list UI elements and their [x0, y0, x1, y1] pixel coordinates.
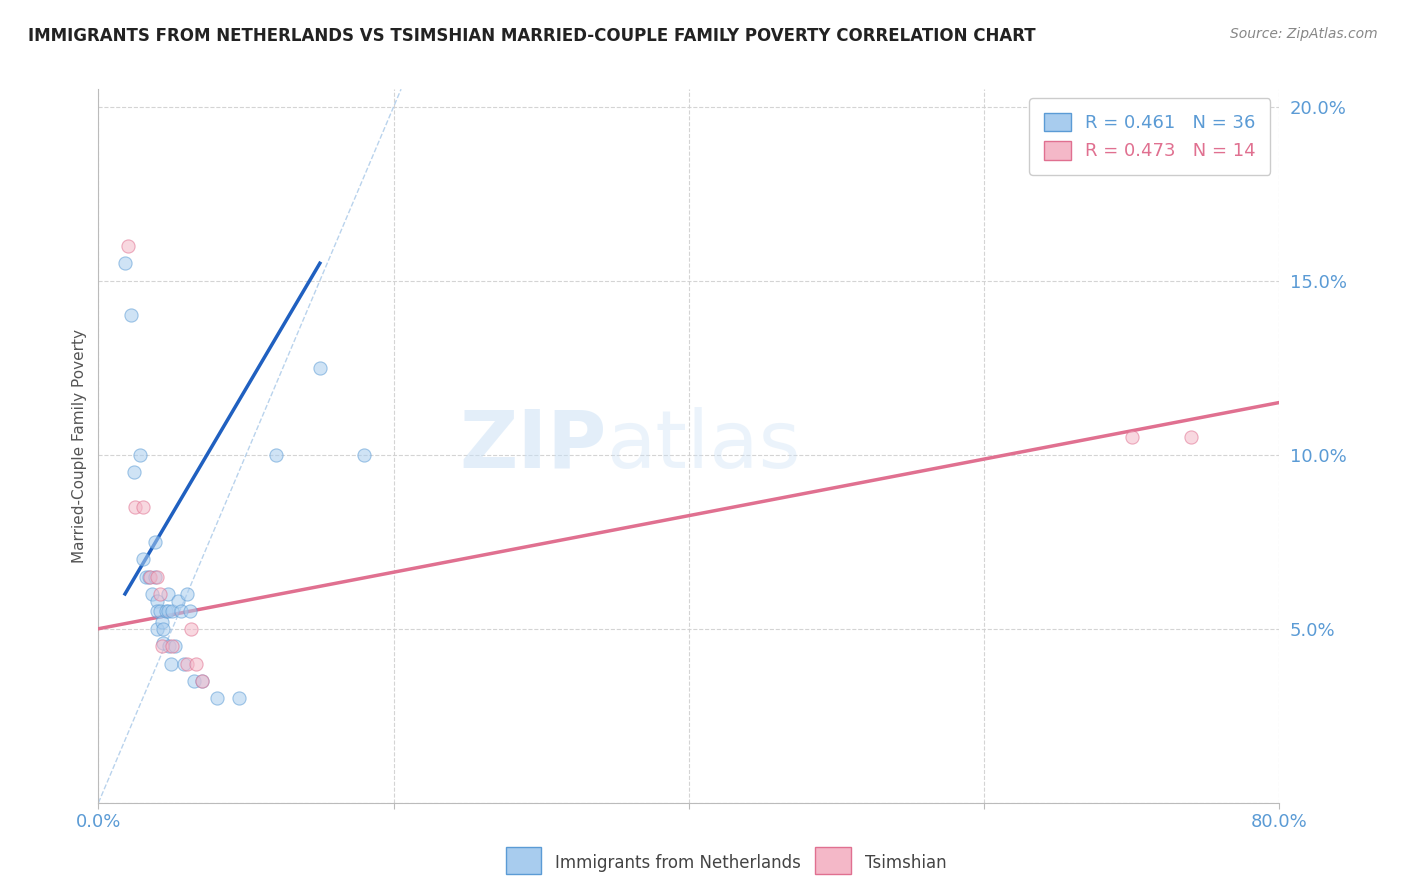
Point [149, 587, 172, 601]
Point [141, 587, 163, 601]
Point [120, 309, 142, 323]
Point [146, 594, 169, 608]
Point [162, 639, 183, 653]
Point [170, 604, 193, 618]
Point [184, 657, 207, 671]
Text: ZIP: ZIP [458, 407, 606, 485]
Legend: R = 0.461   N = 36, R = 0.473   N = 14: R = 0.461 N = 36, R = 0.473 N = 14 [1029, 98, 1271, 175]
Point [124, 500, 146, 514]
Point [146, 604, 169, 618]
Point [156, 587, 179, 601]
Point [114, 256, 136, 270]
Point [132, 552, 155, 566]
Point [173, 657, 195, 671]
Point [135, 569, 157, 583]
Text: atlas: atlas [606, 407, 800, 485]
Y-axis label: Married-Couple Family Poverty: Married-Couple Family Poverty [72, 329, 87, 563]
Point [155, 604, 177, 618]
Point [191, 673, 214, 688]
Point [179, 604, 201, 618]
Text: IMMIGRANTS FROM NETHERLANDS VS TSIMSHIAN MARRIED-COUPLE FAMILY POVERTY CORRELATI: IMMIGRANTS FROM NETHERLANDS VS TSIMSHIAN… [28, 27, 1036, 45]
Point [191, 673, 214, 688]
Point [132, 500, 155, 514]
Point [150, 639, 173, 653]
Point [180, 622, 202, 636]
Text: Source: ZipAtlas.com: Source: ZipAtlas.com [1230, 27, 1378, 41]
Point [152, 622, 174, 636]
Point [146, 622, 169, 636]
Text: Immigrants from Netherlands: Immigrants from Netherlands [555, 854, 801, 871]
Point [122, 465, 145, 479]
Point [1180, 430, 1202, 444]
Point [149, 604, 172, 618]
Point [1121, 430, 1143, 444]
Point [228, 691, 250, 706]
Point [143, 534, 166, 549]
Point [176, 657, 198, 671]
Point [264, 448, 287, 462]
Point [353, 448, 375, 462]
Point [162, 604, 183, 618]
Point [128, 448, 150, 462]
Point [157, 639, 180, 653]
Point [165, 639, 187, 653]
Point [159, 657, 181, 671]
Point [138, 569, 160, 583]
Point [117, 239, 139, 253]
Point [143, 569, 166, 583]
Point [176, 587, 198, 601]
Text: Tsimshian: Tsimshian [865, 854, 946, 871]
Point [167, 594, 190, 608]
Point [156, 604, 179, 618]
Point [205, 691, 228, 706]
Point [139, 569, 162, 583]
Point [152, 635, 174, 649]
Point [146, 569, 169, 583]
Point [183, 673, 205, 688]
Point [309, 360, 332, 375]
Point [150, 615, 173, 629]
